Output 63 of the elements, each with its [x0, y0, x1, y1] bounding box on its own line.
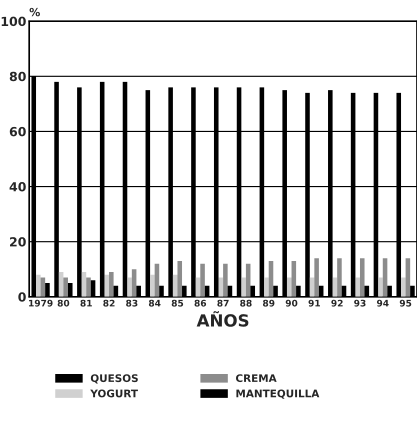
x-tick-label: 81 [80, 300, 92, 307]
bar [360, 258, 365, 297]
x-tick-label: 84 [148, 300, 161, 307]
bar [63, 278, 68, 297]
y-tick-label: 60 [10, 126, 26, 136]
y-tick-label: 100 [2, 16, 26, 26]
bar [104, 274, 110, 297]
legend-label: CREMA [236, 374, 277, 382]
x-tick-label: 94 [376, 300, 389, 307]
bar [177, 260, 182, 297]
bar [196, 278, 200, 297]
bar [150, 274, 155, 297]
bar [268, 260, 274, 297]
y-tick-label: 80 [10, 72, 26, 82]
x-tick-label: 80 [58, 300, 70, 307]
bar [292, 260, 296, 297]
bar [86, 278, 91, 297]
bar [40, 278, 46, 297]
bar [378, 278, 383, 297]
bar [337, 258, 342, 297]
bar [401, 278, 406, 297]
bar [127, 278, 132, 297]
bar [264, 278, 269, 297]
bar [36, 274, 41, 297]
bar [406, 258, 410, 297]
x-tick-label: 87 [217, 300, 229, 307]
x-tick-label: 93 [354, 300, 366, 307]
bar [223, 264, 228, 297]
y-tick-label: 40 [10, 182, 26, 192]
bar [314, 258, 319, 297]
bar [154, 264, 160, 297]
x-tick-label: 86 [194, 300, 206, 307]
bar [286, 278, 292, 297]
legend-label: QUESOS [90, 374, 138, 384]
y-tick-label: 0 [18, 292, 26, 302]
y-tick-label: 20 [10, 237, 26, 247]
bar [82, 272, 86, 297]
bar [172, 274, 178, 297]
bar [241, 278, 246, 297]
y-axis-title: % [30, 8, 40, 16]
x-tick-label: 1979 [29, 300, 53, 307]
bar [200, 264, 205, 297]
bar [355, 278, 360, 297]
bar [246, 264, 250, 297]
x-tick-label: 88 [240, 300, 252, 307]
bar [310, 278, 314, 297]
x-tick-label: 90 [286, 300, 298, 307]
bar [332, 278, 338, 297]
bar [109, 272, 114, 297]
legend-label: YOGURT [90, 389, 138, 398]
bar [382, 258, 388, 297]
x-tick-label: 82 [103, 300, 115, 307]
x-tick-label: 85 [172, 300, 184, 307]
legend-label: MANTEQUILLA [236, 389, 320, 399]
x-tick-label: 91 [308, 300, 320, 307]
bar [218, 278, 224, 297]
bar [132, 269, 136, 297]
x-tick-label: 83 [126, 300, 138, 307]
x-tick-label: 92 [331, 300, 343, 307]
x-tick-label: 89 [262, 300, 274, 307]
x-tick-label: 95 [400, 300, 412, 307]
bar [58, 272, 64, 297]
x-axis-title: AÑOS [196, 311, 248, 327]
